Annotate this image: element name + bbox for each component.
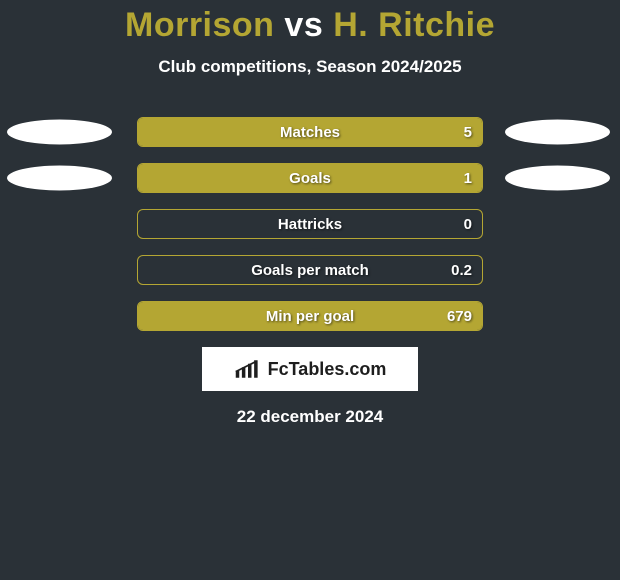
stat-row: Goals per match 0.2 xyxy=(0,255,620,285)
stat-row: Matches 5 xyxy=(0,117,620,147)
footer: FcTables.com 22 december 2024 xyxy=(0,347,620,427)
stat-bar: Min per goal 679 xyxy=(137,301,483,331)
title-vs: vs xyxy=(284,6,323,44)
stat-bar: Goals per match 0.2 xyxy=(137,255,483,285)
comparison-card: Morrison vs H. Ritchie Club competitions… xyxy=(0,0,620,427)
stat-label: Min per goal xyxy=(266,302,354,331)
player2-marker xyxy=(505,166,610,191)
stat-label: Matches xyxy=(280,118,340,147)
stat-label: Hattricks xyxy=(278,210,342,239)
stat-bar: Matches 5 xyxy=(137,117,483,147)
stat-value: 679 xyxy=(447,302,472,331)
stat-label: Goals xyxy=(289,164,331,193)
player2-marker xyxy=(505,120,610,145)
stat-row: Goals 1 xyxy=(0,163,620,193)
stat-bar: Hattricks 0 xyxy=(137,209,483,239)
stat-value: 1 xyxy=(464,164,472,193)
stat-label: Goals per match xyxy=(251,256,369,285)
stat-value: 0.2 xyxy=(451,256,472,285)
fctables-label: FcTables.com xyxy=(268,359,387,380)
stat-row: Min per goal 679 xyxy=(0,301,620,331)
player1-marker xyxy=(7,120,112,145)
player2-name: H. Ritchie xyxy=(333,6,495,44)
stat-row: Hattricks 0 xyxy=(0,209,620,239)
fctables-badge[interactable]: FcTables.com xyxy=(202,347,418,391)
stat-bar: Goals 1 xyxy=(137,163,483,193)
stat-value: 5 xyxy=(464,118,472,147)
barchart-icon xyxy=(234,358,262,380)
footer-date: 22 december 2024 xyxy=(0,407,620,427)
subtitle: Club competitions, Season 2024/2025 xyxy=(0,57,620,77)
title: Morrison vs H. Ritchie xyxy=(0,6,620,45)
player1-marker xyxy=(7,166,112,191)
stat-rows: Matches 5 Goals 1 Hattricks 0 Goals per match 0… xyxy=(0,117,620,331)
player1-name: Morrison xyxy=(125,6,274,44)
stat-value: 0 xyxy=(464,210,472,239)
